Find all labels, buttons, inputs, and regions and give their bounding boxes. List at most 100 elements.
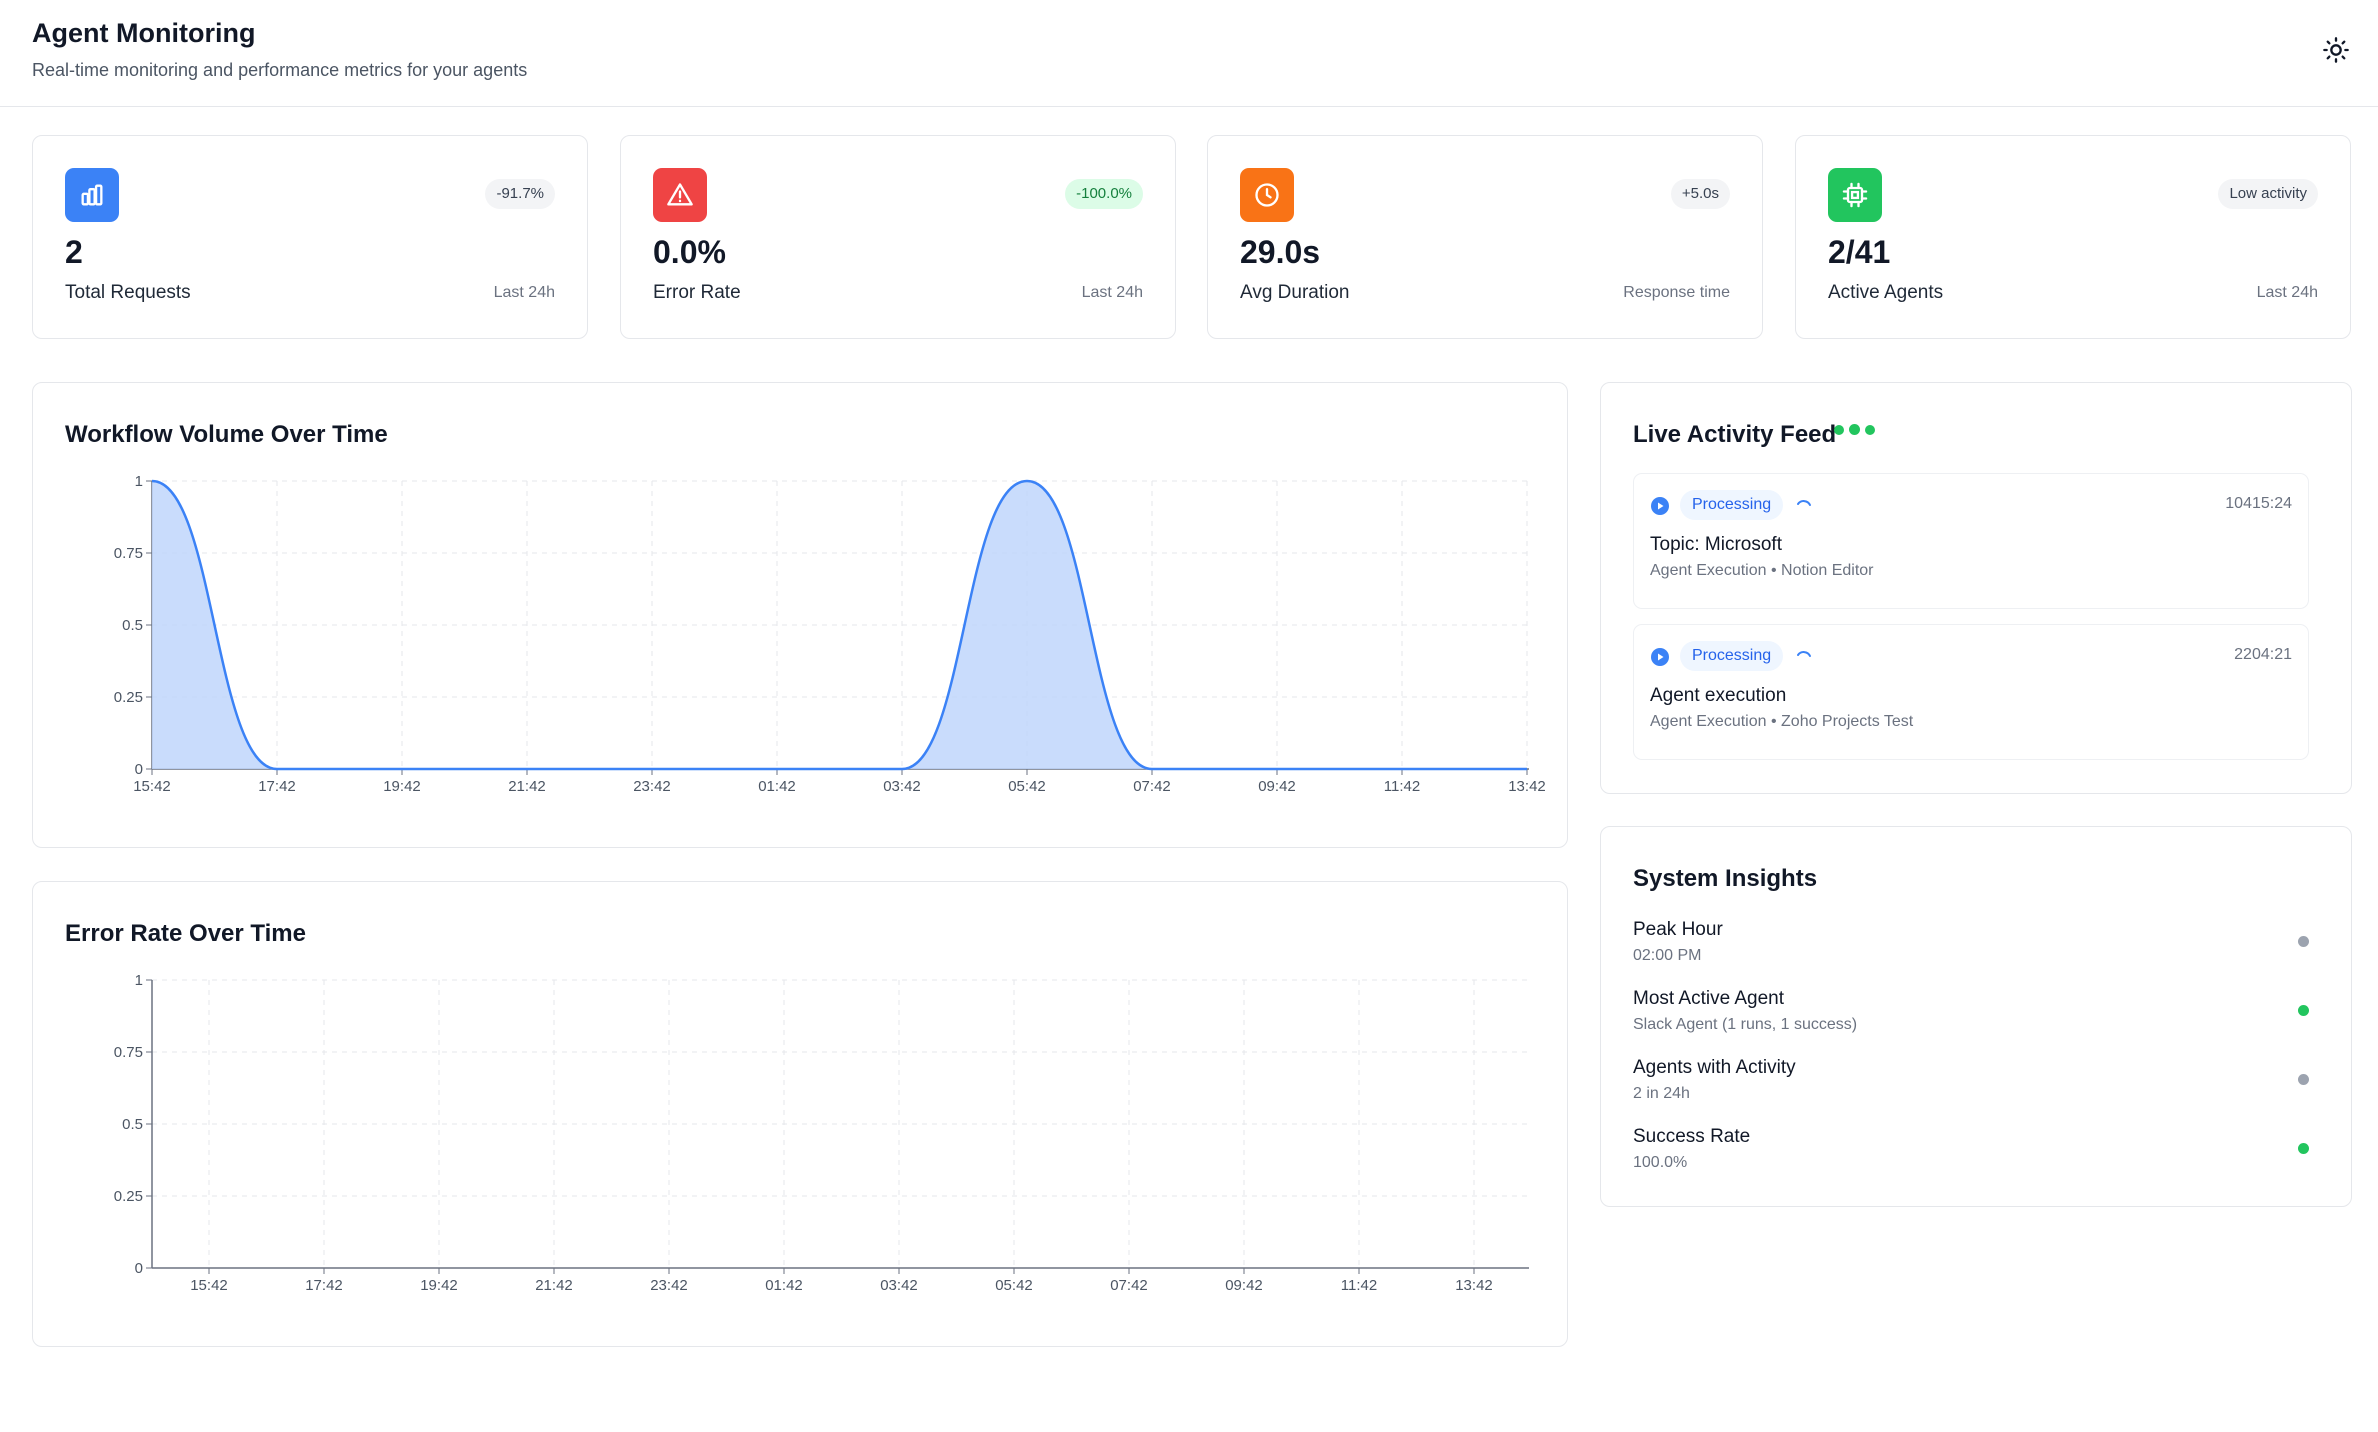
- x-tick-label: 17:42: [258, 778, 296, 795]
- stat-period: Last 24h: [1081, 284, 1143, 301]
- status-badge: Processing: [1680, 490, 1784, 520]
- insight-item-agents-with-activity: Agents with Activity 2 in 24h: [1633, 1057, 2309, 1117]
- stat-period: Last 24h: [493, 284, 555, 301]
- cpu-icon: [1828, 168, 1882, 222]
- status-dot: [2298, 1005, 2309, 1016]
- x-tick-label: 11:42: [1384, 778, 1420, 795]
- insight-value: 100.0%: [1633, 1154, 1688, 1171]
- live-indicator-dot: [1865, 425, 1875, 435]
- insight-value: 2 in 24h: [1633, 1085, 1690, 1102]
- feed-item[interactable]: Processing 2204:21 Agent execution Agent…: [1633, 624, 2309, 760]
- y-tick-label: 0.25: [114, 689, 143, 706]
- x-tick-label: 11:42: [1341, 1277, 1377, 1294]
- stat-value: 0.0%: [653, 234, 726, 270]
- system-insights: System Insights Peak Hour 02:00 PM Most …: [1600, 826, 2352, 1207]
- x-tick-label: 03:42: [880, 1277, 918, 1294]
- y-tick-label: 0: [135, 761, 143, 778]
- x-tick-label: 19:42: [383, 778, 421, 795]
- status-dot: [2298, 936, 2309, 947]
- stat-card-active-agents: Low activity 2/41 Active Agents Last 24h: [1795, 135, 2351, 339]
- loading-spinner-icon: [1797, 500, 1811, 506]
- x-tick-label: 09:42: [1258, 778, 1296, 795]
- play-circle-icon: [1651, 497, 1669, 515]
- series-area: [152, 481, 1527, 769]
- sun-icon: [2323, 37, 2349, 63]
- clock-icon: [1240, 168, 1294, 222]
- y-tick-label: 1: [135, 473, 143, 490]
- x-tick-label: 23:42: [650, 1277, 688, 1294]
- stat-change-badge: +5.0s: [1670, 179, 1730, 209]
- stat-value: 29.0s: [1240, 234, 1321, 270]
- series-line: [151, 479, 1527, 771]
- y-tick-label: 1: [135, 972, 143, 989]
- insights-title: System Insights: [1633, 865, 1818, 892]
- y-tick-label: 0.25: [114, 1188, 143, 1205]
- feed-item-title: Agent execution: [1650, 685, 1787, 706]
- feed-timestamp: 10415:24: [2225, 495, 2292, 512]
- x-tick-label: 19:42: [420, 1277, 458, 1294]
- status-badge: Processing: [1680, 641, 1784, 671]
- insight-item-peak-hour: Peak Hour 02:00 PM: [1633, 919, 2309, 979]
- x-tick-label: 15:42: [190, 1277, 228, 1294]
- alert-triangle-icon: [653, 168, 707, 222]
- feed-title: Live Activity Feed: [1633, 421, 1837, 448]
- insight-value: Slack Agent (1 runs, 1 success): [1633, 1016, 1858, 1033]
- stat-card-error-rate: -100.0% 0.0% Error Rate Last 24h: [620, 135, 1176, 339]
- stat-card-total-requests: -91.7% 2 Total Requests Last 24h: [32, 135, 588, 339]
- stat-activity-badge: Low activity: [2218, 179, 2318, 209]
- stat-change-badge: -91.7%: [485, 179, 555, 209]
- x-tick-label: 07:42: [1110, 1277, 1148, 1294]
- x-tick-label: 13:42: [1455, 1277, 1493, 1294]
- insight-title: Success Rate: [1633, 1126, 1751, 1147]
- loading-spinner-icon: [1797, 651, 1811, 657]
- x-tick-label: 13:42: [1508, 778, 1546, 795]
- page-title: Agent Monitoring: [32, 18, 256, 48]
- feed-item-subtitle: Agent Execution • Notion Editor: [1650, 562, 1874, 579]
- stat-period: Response time: [1623, 284, 1730, 301]
- insight-title: Most Active Agent: [1633, 988, 1785, 1009]
- stat-value: 2/41: [1828, 234, 1891, 270]
- stat-label: Avg Duration: [1240, 282, 1350, 303]
- x-tick-label: 05:42: [995, 1277, 1033, 1294]
- stat-label: Error Rate: [653, 282, 741, 303]
- live-indicator-dot: [1849, 424, 1860, 435]
- stat-label: Active Agents: [1828, 282, 1944, 303]
- y-tick-label: 0.5: [122, 1116, 143, 1133]
- stat-label: Total Requests: [65, 282, 191, 303]
- feed-item-title: Topic: Microsoft: [1650, 534, 1782, 555]
- x-tick-label: 15:42: [133, 778, 171, 795]
- x-tick-label: 05:42: [1008, 778, 1046, 795]
- x-tick-label: 17:42: [305, 1277, 343, 1294]
- insight-item-success-rate: Success Rate 100.0%: [1633, 1126, 2309, 1186]
- x-tick-label: 23:42: [633, 778, 671, 795]
- bar-chart-icon: [65, 168, 119, 222]
- error-rate-chart: 0 0.25 0.5 0.75 1 15:42 17:42 19:42 21:42 23:42 01…: [114, 972, 1529, 1294]
- play-circle-icon: [1651, 648, 1669, 666]
- x-tick-label: 01:42: [758, 778, 796, 795]
- y-tick-label: 0.75: [114, 545, 143, 562]
- y-tick-label: 0.75: [114, 1044, 143, 1061]
- x-tick-label: 09:42: [1225, 1277, 1263, 1294]
- status-dot: [2298, 1074, 2309, 1085]
- x-tick-label: 07:42: [1133, 778, 1171, 795]
- feed-item-subtitle: Agent Execution • Zoho Projects Test: [1650, 713, 1914, 730]
- x-tick-label: 21:42: [535, 1277, 573, 1294]
- live-activity-feed: Live Activity Feed Processing 10415:24 T…: [1600, 382, 2352, 794]
- feed-timestamp: 2204:21: [2234, 646, 2292, 663]
- chart-title: Error Rate Over Time: [65, 920, 306, 947]
- insight-item-most-active-agent: Most Active Agent Slack Agent (1 runs, 1…: [1633, 988, 2309, 1048]
- y-tick-label: 0: [135, 1260, 143, 1277]
- insight-title: Agents with Activity: [1633, 1057, 1796, 1078]
- insight-title: Peak Hour: [1633, 919, 1723, 940]
- workflow-volume-chart: 0 0.25 0.5 0.75 1 15:42 17:42 19:42 21:42 23:42 01…: [114, 473, 1546, 795]
- theme-toggle-button[interactable]: [2320, 34, 2352, 66]
- workflow-volume-card: Workflow Volume Over Time 0 0.25 0.5 0.75 1 1…: [32, 382, 1568, 848]
- status-dot: [2298, 1143, 2309, 1154]
- stat-period: Last 24h: [2256, 284, 2318, 301]
- chart-title: Workflow Volume Over Time: [65, 421, 388, 448]
- y-tick-label: 0.5: [122, 617, 143, 634]
- error-rate-card: Error Rate Over Time 0 0.25 0.5 0.75 1 15:42 1…: [32, 881, 1568, 1347]
- stat-card-avg-duration: +5.0s 29.0s Avg Duration Response time: [1207, 135, 1763, 339]
- stat-value: 2: [65, 234, 83, 270]
- feed-item[interactable]: Processing 10415:24 Topic: Microsoft Age…: [1633, 473, 2309, 609]
